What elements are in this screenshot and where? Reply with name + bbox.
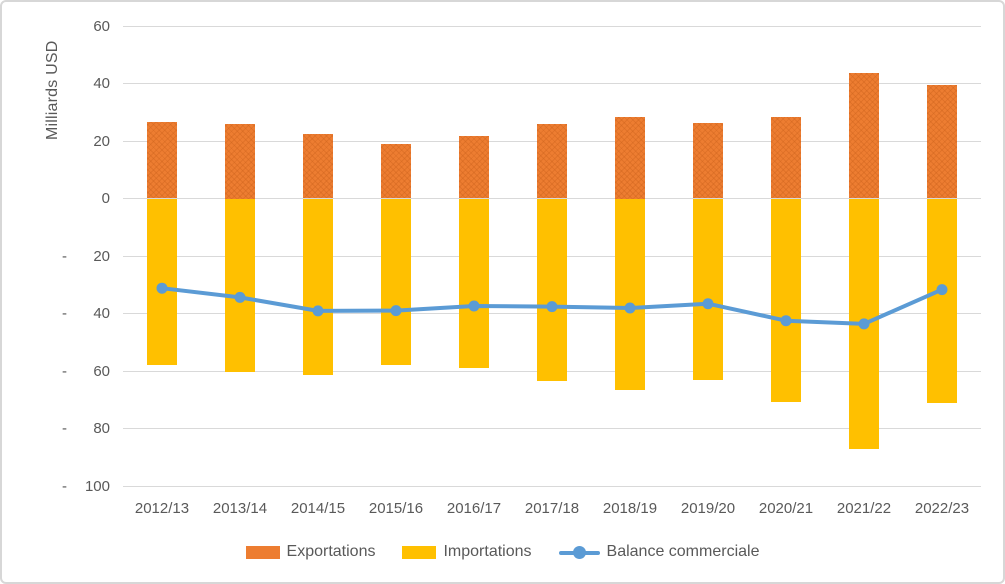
- bar-importations: [303, 198, 333, 376]
- bar-importations: [147, 198, 177, 365]
- x-axis-tick-label: 2017/18: [524, 500, 580, 517]
- gridline: [123, 428, 981, 429]
- tick-value: 20: [93, 132, 110, 150]
- balance-line-marker: [234, 291, 246, 303]
- x-axis-tick-label: 2015/16: [368, 500, 424, 517]
- bar-exportations: [147, 121, 177, 199]
- legend-line-dot: [572, 545, 586, 559]
- tick-value: 0: [101, 190, 110, 207]
- balance-line-marker: [390, 305, 402, 317]
- balance-line-marker: [546, 301, 558, 313]
- x-axis-tick-label: 2022/23: [914, 500, 970, 517]
- tick-value: 80: [93, 420, 110, 437]
- balance-line-marker: [312, 305, 324, 317]
- x-axis-tick-label: 2018/19: [602, 500, 658, 517]
- y-axis-tick-label: - 40: [62, 304, 110, 324]
- legend-item-importations: Importations: [402, 543, 532, 561]
- x-axis-tick-label: 2014/15: [290, 500, 346, 517]
- bar-exportations: [771, 116, 801, 199]
- bar-importations: [927, 198, 957, 404]
- tick-value: 60: [93, 362, 110, 380]
- x-axis-tick-label: 2019/20: [680, 500, 736, 517]
- y-axis-tick-label: 60: [62, 16, 110, 36]
- gridline: [123, 485, 981, 487]
- legend-line-marker: [558, 545, 600, 559]
- gridline: [123, 83, 981, 84]
- y-axis-tick-label: - 20: [62, 246, 110, 266]
- x-axis-tick-label: 2013/14: [212, 500, 268, 517]
- bar-exportations: [303, 134, 333, 199]
- y-axis-tick-label: -100: [62, 476, 110, 496]
- tick-value: 20: [93, 247, 110, 265]
- balance-line-marker: [858, 318, 870, 330]
- x-axis-tick-label: 2020/21: [758, 500, 814, 517]
- bar-importations: [459, 198, 489, 369]
- bar-importations: [537, 198, 567, 381]
- balance-line-layer: [156, 282, 948, 330]
- balance-line-marker: [468, 300, 480, 312]
- bar-exportations: [225, 123, 255, 199]
- bar-importations: [771, 198, 801, 403]
- gridline: [123, 25, 981, 27]
- balance-line-marker: [624, 302, 636, 314]
- y-axis-tick-label: 20: [62, 131, 110, 151]
- x-axis-tick-label: 2012/13: [134, 500, 190, 517]
- minus-sign: -: [62, 305, 67, 322]
- tick-value: 60: [93, 17, 110, 35]
- y-axis-tick-label: 40: [62, 74, 110, 94]
- tick-value: 100: [84, 477, 110, 495]
- legend-label: Exportations: [286, 543, 376, 560]
- bar-exportations: [459, 136, 489, 199]
- minus-sign: -: [62, 247, 67, 265]
- bar-exportations: [927, 84, 957, 199]
- balance-line-marker: [702, 298, 714, 310]
- y-axis-tick-label: 0: [62, 189, 110, 209]
- legend-item-balance-commerciale: Balance commerciale: [558, 543, 760, 561]
- bar-importations: [381, 198, 411, 365]
- minus-sign: -: [62, 362, 67, 380]
- bar-exportations: [537, 124, 567, 199]
- balance-line-marker: [936, 284, 948, 296]
- bar-importations: [615, 198, 645, 390]
- minus-sign: -: [62, 477, 67, 495]
- bar-exportations: [615, 116, 645, 199]
- legend-swatch: [245, 545, 280, 559]
- tick-value: 40: [93, 75, 110, 92]
- bar-importations: [225, 198, 255, 373]
- plot-area: [123, 25, 981, 487]
- chart-legend: Exportations Importations Balance commerci…: [2, 543, 1003, 561]
- tick-value: 40: [93, 305, 110, 322]
- legend-label: Balance commerciale: [606, 543, 760, 560]
- x-axis-tick-label: 2021/22: [836, 500, 892, 517]
- y-axis-tick-label: - 60: [62, 361, 110, 381]
- legend-item-exportations: Exportations: [245, 543, 376, 561]
- bar-exportations: [849, 72, 879, 199]
- legend-label: Importations: [443, 543, 532, 560]
- bar-exportations: [381, 144, 411, 199]
- bar-importations: [693, 198, 723, 380]
- y-axis-title: Milliards USD: [44, 40, 61, 141]
- legend-swatch: [402, 545, 437, 559]
- balance-line-marker: [780, 315, 792, 327]
- balance-line-marker: [156, 282, 168, 294]
- y-axis-tick-label: - 80: [62, 419, 110, 439]
- minus-sign: -: [62, 420, 67, 437]
- bar-exportations: [693, 122, 723, 199]
- x-axis-tick-label: 2016/17: [446, 500, 502, 517]
